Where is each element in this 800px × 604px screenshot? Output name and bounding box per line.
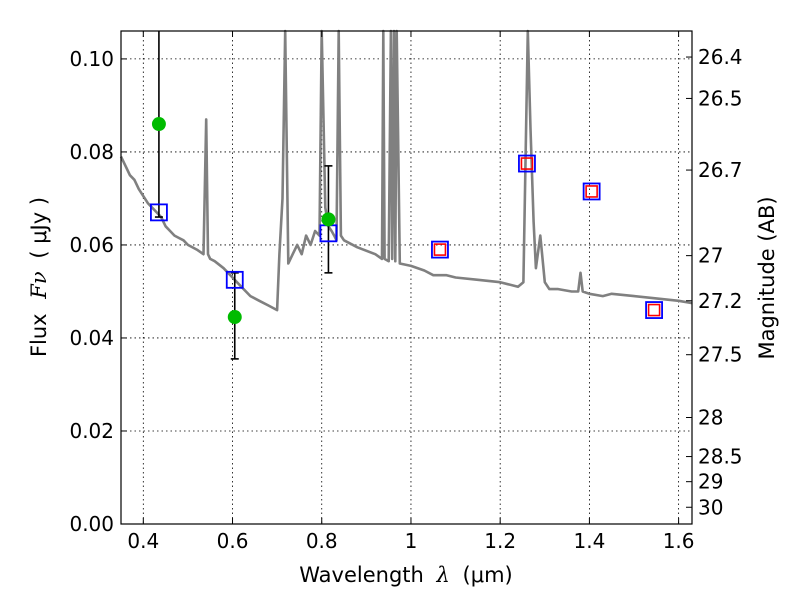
y-tick-label-3: 0.06 xyxy=(69,233,114,257)
model-box-4 xyxy=(518,154,536,173)
x-tick-label-4: 1.2 xyxy=(484,529,516,553)
x-axis-title-unit: (μm) xyxy=(463,563,513,587)
grid xyxy=(121,31,692,525)
x-axis-title-symbol: λ xyxy=(436,563,450,587)
nir-box-6 xyxy=(647,303,661,317)
axis-ticks: 0.4 0.6 0.8 1 1.2 1.4 1.6 0.00 0.02 0.04 0.06 0.08 0… xyxy=(69,31,743,553)
x-tick-label-0: 0.4 xyxy=(127,529,159,553)
y2-tick-label-9: 30 xyxy=(698,495,723,519)
x-tick-label-2: 0.8 xyxy=(306,529,338,553)
nir-box-3 xyxy=(433,243,447,256)
x-tick-label-1: 0.6 xyxy=(217,529,249,553)
y-tick-label-2: 0.04 xyxy=(69,326,114,350)
y2-tick-label-6: 28 xyxy=(698,405,723,429)
x-tick-label-6: 1.6 xyxy=(663,529,695,553)
nir-box-4 xyxy=(520,157,534,170)
y2-axis-title: Magnitude (AB) xyxy=(755,196,779,359)
y2-tick-label-4: 27.2 xyxy=(698,289,743,313)
model-box-6 xyxy=(645,301,663,319)
spectrum-series xyxy=(119,29,693,312)
x-tick-label-5: 1.4 xyxy=(573,529,605,553)
model-box-1 xyxy=(225,270,244,289)
spectrum-line xyxy=(119,29,693,312)
model-box-3 xyxy=(431,240,449,259)
photometry-point-2 xyxy=(321,212,336,227)
photometry-point-0 xyxy=(151,117,166,132)
model-box-5 xyxy=(582,182,601,201)
y-axis-title-prefix: Flux xyxy=(27,313,51,357)
y2-tick-label-3: 27 xyxy=(698,244,723,268)
y-tick-label-5: 0.10 xyxy=(69,47,114,71)
y2-tick-label-7: 28.5 xyxy=(698,445,743,469)
model-box-0 xyxy=(150,203,168,222)
x-axis-title-prefix: Wavelength xyxy=(299,563,424,587)
photometry-point-1 xyxy=(227,310,242,325)
y-tick-label-1: 0.02 xyxy=(69,419,114,443)
y-axis-title-symbol: Fν xyxy=(27,271,51,300)
y-axis-title: Flux Fν ( μJy ) xyxy=(27,197,51,357)
y2-tick-label-2: 26.7 xyxy=(698,158,743,182)
nir-box-5 xyxy=(585,185,598,198)
y2-tick-label-5: 27.5 xyxy=(698,343,743,367)
error-bars xyxy=(154,31,333,360)
y-tick-label-0: 0.00 xyxy=(69,512,114,536)
y2-tick-label-0: 26.4 xyxy=(698,45,743,69)
x-axis-title: Wavelength λ (μm) xyxy=(299,563,512,587)
markers xyxy=(150,117,663,325)
y-axis-title-unit: ( μJy ) xyxy=(27,197,51,259)
y2-tick-label-1: 26.5 xyxy=(698,86,743,110)
x-tick-label-3: 1 xyxy=(405,529,418,553)
y2-tick-label-8: 29 xyxy=(698,470,723,494)
y-tick-label-4: 0.08 xyxy=(69,140,114,164)
plot-frame xyxy=(120,30,693,525)
